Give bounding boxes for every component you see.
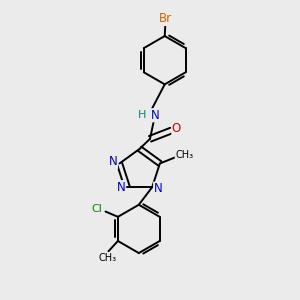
Text: CH₃: CH₃ [99,253,117,263]
Text: N: N [151,109,159,122]
Text: O: O [172,122,181,135]
Text: N: N [116,181,125,194]
Text: N: N [154,182,162,195]
Text: Br: Br [159,13,172,26]
Text: N: N [109,155,117,169]
Text: Cl: Cl [92,204,103,214]
Text: CH₃: CH₃ [175,150,194,160]
Text: H: H [138,110,146,120]
